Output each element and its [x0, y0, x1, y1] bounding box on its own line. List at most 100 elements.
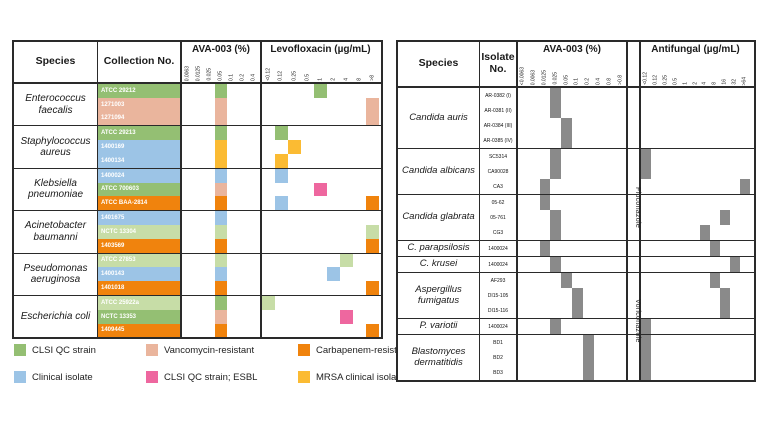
mic-mark: [561, 133, 572, 148]
species-cell: Escherichia coli: [14, 295, 98, 338]
collection-cell: 1271094: [98, 111, 180, 126]
mic-strip: [516, 118, 626, 133]
dilution-tick-label: 0.2: [584, 78, 591, 85]
table-row: AR-0382 (I): [480, 88, 754, 103]
table-row: ATCC 700603: [98, 182, 381, 197]
drug-name-cell: [626, 303, 639, 318]
isolate-rows: 1400024: [480, 319, 754, 334]
mic-strip: [516, 257, 626, 272]
isolate-cell: 1400024: [488, 261, 508, 268]
mic-strip: [516, 319, 626, 334]
dilution-tick-label: 0.0125: [541, 69, 548, 85]
antifungal-section-title: Antifungal (µg/mL): [651, 44, 740, 55]
mic-strip: [260, 238, 379, 253]
mic-mark: [539, 179, 551, 194]
legend-label: CLSI QC strain: [32, 344, 96, 356]
mic-mark: [215, 295, 227, 310]
mic-strip: [260, 253, 379, 268]
mic-mark: [275, 153, 288, 168]
table-row: 05-761: [480, 210, 754, 225]
mic-strip: [180, 281, 260, 295]
mic-mark: [339, 253, 353, 268]
dilution-tick-label: 0.05: [563, 75, 570, 85]
mic-mark: [215, 126, 227, 141]
table-row: AR-0381 (II): [480, 103, 754, 118]
mic-mark: [582, 350, 594, 365]
table-row: 1400024: [480, 257, 754, 272]
levofloxacin-section-header: Levofloxacin (µg/mL) <0.12 0.12 0.25 0.5 1 2 4…: [260, 42, 379, 82]
table-row: 1271094: [98, 111, 381, 126]
table-row: 1400024: [98, 168, 381, 183]
table-row: ATCC 29213: [98, 126, 381, 141]
mic-strip: [260, 309, 379, 324]
mic-mark: [366, 281, 379, 295]
mic-strip: [516, 350, 626, 365]
collection-cell: ATCC 29213: [98, 126, 180, 141]
collection-cell: 1400143: [98, 267, 180, 282]
mic-strip: [639, 103, 750, 118]
species-cell: Candida albicans: [398, 149, 480, 194]
species-group: P. variotii 1400024: [398, 318, 754, 334]
table-row: 1400024: [480, 319, 754, 334]
dilution-tick-label: >8: [369, 75, 375, 81]
table-row: AF293: [480, 273, 754, 288]
table-row: NCTC 13353: [98, 309, 381, 324]
table-row: 05-62: [480, 195, 754, 210]
species-cell: C. krusei: [398, 257, 480, 272]
mic-strip: [516, 88, 626, 103]
mic-mark: [314, 182, 327, 197]
mic-strip: [180, 253, 260, 268]
mic-strip: [516, 225, 626, 240]
drug-name-cell: [626, 133, 639, 148]
table-row: 1401675: [98, 211, 381, 225]
mic-mark: [366, 224, 379, 239]
table-row: NCTC 13304: [98, 224, 381, 239]
isolate-rows: AR-0382 (I) AR-0381 (II) AR-0384 (III) AR-0…: [480, 88, 754, 148]
dilution-tick-label: 0.025: [552, 72, 559, 85]
dilution-tick-label: 0.25: [662, 75, 669, 85]
collection-cell: 1400024: [98, 168, 180, 183]
mic-strip: [516, 133, 626, 148]
mic-mark: [215, 309, 227, 324]
mic-mark: [641, 149, 651, 164]
species-cell: Aspergillus fumigatus: [398, 273, 480, 318]
ava-section-header: AVA-003 (%) 0.0063 0.0125 0.025 0.05 0.1 0.2 0…: [180, 42, 260, 82]
drug-name-column-header: [626, 42, 639, 86]
isolate-rows: ATCC 25922a NCTC 13353 1409445: [98, 295, 381, 338]
collection-cell: NCTC 13304: [98, 224, 180, 239]
mic-mark: [550, 257, 562, 272]
mic-strip: [516, 195, 626, 210]
legend-swatch: [298, 371, 310, 383]
mic-mark: [215, 253, 227, 268]
dilution-tick-label: <0.12: [642, 72, 649, 85]
mic-strip: [639, 257, 750, 272]
drug-name-cell: [626, 88, 639, 103]
isolate-cell: 1400024: [488, 245, 508, 252]
mic-strip: [516, 241, 626, 256]
species-cell: Pseudomonas aeruginosa: [14, 253, 98, 295]
dilution-tick-label: 4: [701, 82, 708, 85]
collection-cell: NCTC 13353: [98, 309, 180, 324]
mic-strip: [639, 210, 750, 225]
legend-label: Carbapenem-resistant: [316, 344, 410, 356]
legend-item: Clinical isolate: [14, 371, 146, 383]
mic-strip: [516, 303, 626, 318]
mic-mark: [339, 309, 353, 324]
collection-cell: ATCC 27853: [98, 253, 180, 268]
species-cell: Candida auris: [398, 88, 480, 148]
isolate-cell: CG3: [492, 229, 504, 236]
species-cell: C. parapsilosis: [398, 241, 480, 256]
table-row: 1400143: [98, 267, 381, 282]
mic-mark: [550, 103, 562, 118]
drug-name-cell: [626, 273, 639, 288]
isolate-rows: BD1 BD2 BD3: [480, 335, 754, 380]
mic-mark: [572, 288, 583, 303]
dilution-tick-label: 0.0063: [184, 65, 191, 81]
dilution-tick-label: 0.5: [672, 78, 679, 85]
mic-mark: [275, 196, 288, 211]
drug-name-cell: [626, 179, 639, 194]
mic-strip: [260, 323, 379, 338]
mic-strip: [639, 88, 750, 103]
mic-strip: [516, 164, 626, 179]
